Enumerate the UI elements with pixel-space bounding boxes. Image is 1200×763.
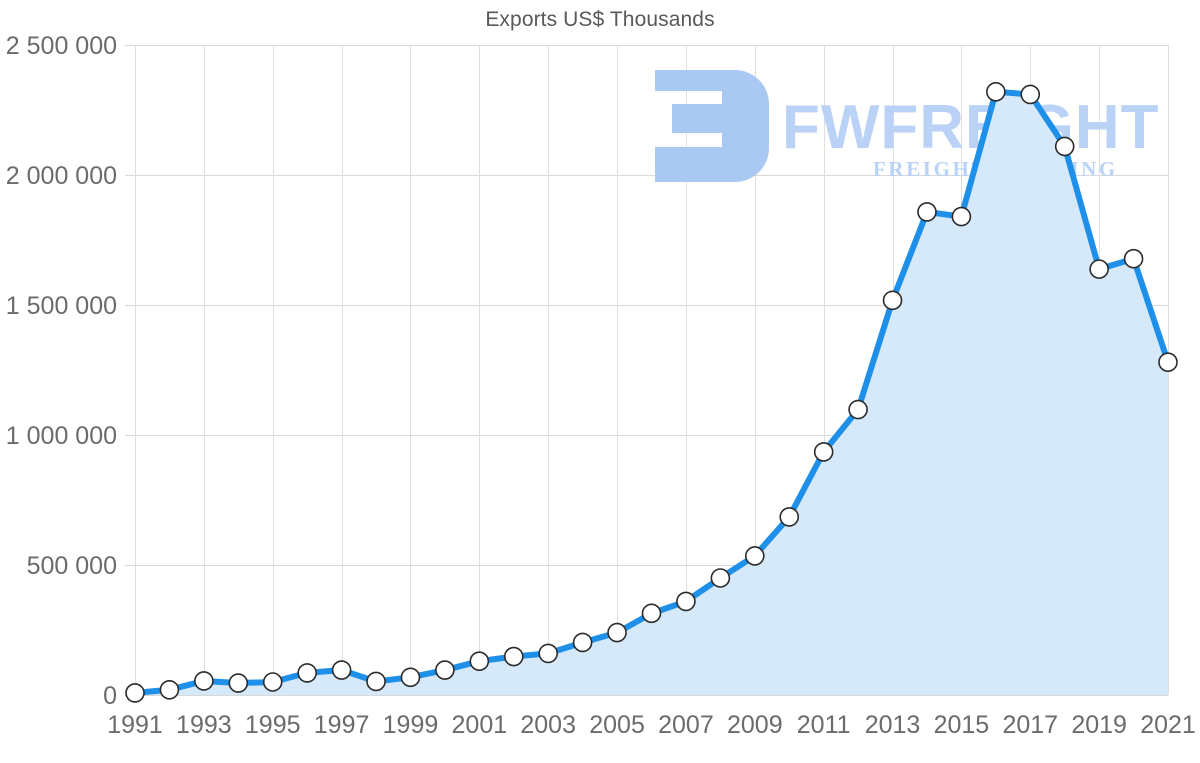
data-point-2012[interactable]	[848, 399, 868, 420]
data-point-1995[interactable]	[262, 672, 283, 692]
data-point-1998[interactable]	[366, 671, 386, 692]
series-area-fill	[135, 91, 1168, 696]
data-point-2018[interactable]	[1054, 136, 1075, 157]
y-tick-label-5: 2 500 000	[6, 32, 117, 60]
data-point-2007[interactable]	[676, 591, 696, 612]
data-point-2016[interactable]	[986, 82, 1006, 102]
x-tick-label-4: 1999	[383, 711, 439, 739]
data-point-1993[interactable]	[194, 671, 214, 691]
x-tick-label-1: 1993	[176, 711, 232, 739]
data-point-2017[interactable]	[1020, 84, 1041, 105]
data-point-2009[interactable]	[744, 546, 765, 566]
x-tick-label-0: 1991	[107, 711, 163, 739]
data-point-1999[interactable]	[400, 667, 421, 688]
y-axis-tick-labels: 0 500 000 1 000 000 1 500 000 2 000 000 2 500…	[6, 32, 117, 710]
y-tick-label-0: 0	[103, 682, 117, 710]
watermark: FWFREIGHT FREIGHT SHIPPING	[655, 70, 1160, 182]
data-point-2005[interactable]	[607, 622, 627, 643]
x-tick-label-3: 1997	[314, 711, 370, 739]
data-point-2011[interactable]	[813, 442, 834, 462]
data-point-2003[interactable]	[538, 643, 559, 664]
y-tick-label-3: 1 500 000	[6, 292, 117, 320]
x-tick-label-11: 2013	[865, 711, 921, 739]
data-point-2006[interactable]	[641, 603, 662, 624]
watermark-brand: FWFREIGHT	[782, 93, 1160, 162]
x-tick-label-10: 2011	[797, 711, 851, 739]
data-point-1997[interactable]	[331, 660, 352, 680]
data-point-2002[interactable]	[503, 646, 524, 667]
x-axis-tick-labels: 1991 1993 1995 1997 1999 2001 2003 2005 2007 2009…	[107, 711, 1196, 739]
data-point-2014[interactable]	[917, 202, 937, 222]
y-tick-label-1: 500 000	[27, 552, 117, 580]
data-point-2019[interactable]	[1089, 259, 1109, 279]
data-point-1991[interactable]	[125, 683, 145, 703]
data-point-2008[interactable]	[710, 568, 731, 588]
data-point-2000[interactable]	[435, 660, 455, 680]
data-point-1996[interactable]	[297, 663, 317, 683]
fwfreight-logo-icon	[655, 70, 769, 182]
x-tick-label-8: 2007	[658, 711, 714, 739]
data-point-2015[interactable]	[951, 206, 972, 227]
x-tick-label-9: 2009	[727, 711, 783, 739]
data-point-2001[interactable]	[469, 651, 490, 672]
y-tick-label-4: 2 000 000	[6, 162, 117, 190]
x-tick-label-14: 2019	[1071, 711, 1127, 739]
x-tick-label-6: 2003	[520, 711, 576, 739]
series-markers[interactable]	[125, 82, 1178, 703]
x-tick-label-5: 2001	[452, 711, 508, 739]
data-point-2013[interactable]	[882, 290, 903, 311]
x-tick-label-12: 2015	[934, 711, 990, 739]
data-point-2021[interactable]	[1158, 352, 1178, 373]
data-point-2010[interactable]	[779, 507, 800, 527]
data-point-2020[interactable]	[1123, 248, 1144, 269]
data-point-2004[interactable]	[572, 632, 593, 653]
y-tick-label-2: 1 000 000	[6, 422, 117, 450]
page-title: Exports US$ Thousands	[485, 8, 715, 31]
x-tick-label-2: 1995	[245, 711, 301, 739]
x-tick-label-13: 2017	[1002, 711, 1058, 739]
x-tick-label-7: 2005	[589, 711, 645, 739]
data-point-1992[interactable]	[159, 679, 180, 700]
data-point-1994[interactable]	[228, 673, 249, 693]
x-tick-label-15: 2021	[1140, 711, 1196, 739]
